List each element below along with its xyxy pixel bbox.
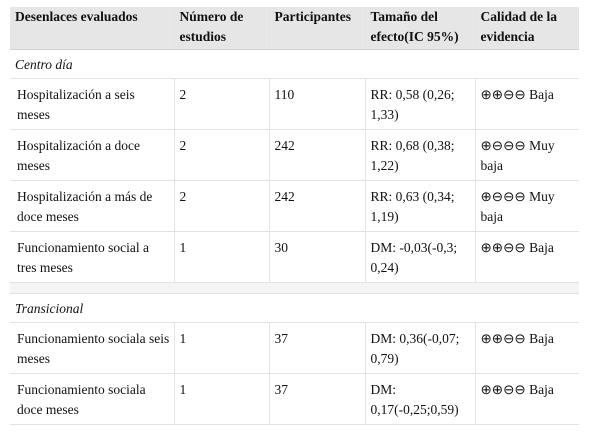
cell-outcome: Hospitalización a seis meses bbox=[10, 78, 175, 130]
cell-outcome: Funcionamiento social a tres meses bbox=[10, 231, 175, 283]
table-row: Hospitalización a seis meses 2 110 RR: 0… bbox=[10, 78, 579, 130]
cell-studies: 1 bbox=[174, 231, 270, 283]
section-spacer bbox=[10, 282, 579, 294]
cell-outcome: Funcionamiento sociala seis meses bbox=[10, 322, 175, 374]
cell-effect: RR: 0,58 (0,26; 1,33) bbox=[365, 78, 476, 130]
evidence-table: Desenlaces evaluados Número de estudios … bbox=[10, 7, 579, 425]
cell-studies: 1 bbox=[174, 373, 270, 425]
header-participants: Participantes bbox=[269, 7, 366, 50]
table-row: Hospitalización a más de doce meses 2 24… bbox=[10, 180, 579, 232]
header-quality: Calidad de la evidencia bbox=[475, 7, 579, 50]
cell-studies: 2 bbox=[174, 180, 270, 232]
cell-outcome: Funcionamiento sociala doce meses bbox=[10, 373, 175, 425]
cell-participants: 242 bbox=[269, 129, 366, 181]
cell-effect: DM: 0,36(-0,07; 0,79) bbox=[365, 322, 476, 374]
table-row: Funcionamiento social a tres meses 1 30 … bbox=[10, 231, 579, 283]
cell-participants: 110 bbox=[269, 78, 366, 130]
cell-participants: 37 bbox=[269, 373, 366, 425]
cell-quality: ⊕⊕⊖⊖ Baja bbox=[475, 373, 579, 425]
cell-quality: ⊕⊕⊖⊖ Baja bbox=[475, 231, 579, 283]
cell-participants: 242 bbox=[269, 180, 366, 232]
cell-quality: ⊕⊕⊖⊖ Baja bbox=[475, 78, 579, 130]
section-title-transicional: Transicional bbox=[10, 293, 579, 323]
cell-quality: ⊕⊖⊖⊖ Muy baja bbox=[475, 129, 579, 181]
cell-effect: DM: 0,17(-0,25;0,59) bbox=[365, 373, 476, 425]
cell-outcome: Hospitalización a doce meses bbox=[10, 129, 175, 181]
cell-studies: 2 bbox=[174, 78, 270, 130]
header-studies: Número de estudios bbox=[174, 7, 270, 50]
spacer-cell bbox=[10, 282, 579, 294]
cell-studies: 2 bbox=[174, 129, 270, 181]
table-row: Funcionamiento sociala doce meses 1 37 D… bbox=[10, 373, 579, 425]
header-effect: Tamaño del efecto(IC 95%) bbox=[365, 7, 476, 50]
cell-quality: ⊕⊕⊖⊖ Baja bbox=[475, 322, 579, 374]
cell-effect: DM: -0,03(-0,3; 0,24) bbox=[365, 231, 476, 283]
header-row: Desenlaces evaluados Número de estudios … bbox=[10, 7, 579, 50]
table-row: Hospitalización a doce meses 2 242 RR: 0… bbox=[10, 129, 579, 181]
cell-effect: RR: 0,63 (0,34; 1,19) bbox=[365, 180, 476, 232]
cell-participants: 37 bbox=[269, 322, 366, 374]
header-outcome: Desenlaces evaluados bbox=[10, 7, 175, 50]
section-row: Centro día bbox=[10, 49, 579, 79]
section-title-centro-dia: Centro día bbox=[10, 49, 579, 79]
cell-quality: ⊕⊖⊖⊖ Muy baja bbox=[475, 180, 579, 232]
cell-effect: RR: 0,68 (0,38; 1,22) bbox=[365, 129, 476, 181]
cell-outcome: Hospitalización a más de doce meses bbox=[10, 180, 175, 232]
cell-studies: 1 bbox=[174, 322, 270, 374]
section-row: Transicional bbox=[10, 293, 579, 323]
table-row: Funcionamiento sociala seis meses 1 37 D… bbox=[10, 322, 579, 374]
cell-participants: 30 bbox=[269, 231, 366, 283]
